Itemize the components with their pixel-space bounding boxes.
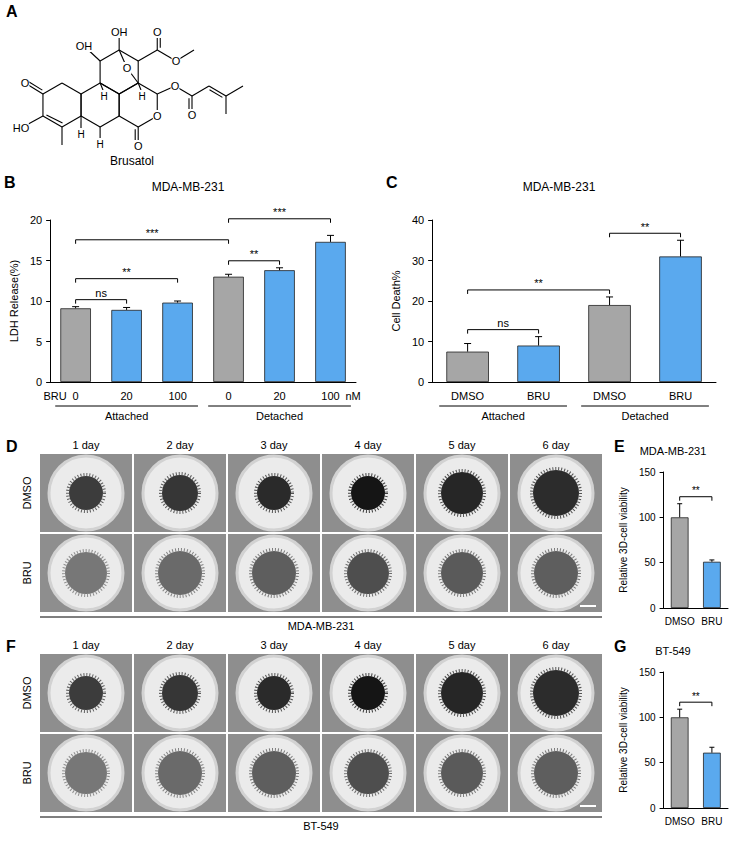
svg-text:BT-549: BT-549 <box>655 645 690 657</box>
svg-text:20: 20 <box>273 390 285 402</box>
svg-text:1 day: 1 day <box>73 439 100 451</box>
svg-text:H: H <box>77 129 84 140</box>
svg-text:O: O <box>171 80 180 92</box>
svg-text:50: 50 <box>644 757 656 768</box>
svg-text:Detached: Detached <box>256 410 303 422</box>
svg-text:100: 100 <box>639 712 656 723</box>
svg-text:1 day: 1 day <box>73 639 100 651</box>
svg-text:ns: ns <box>497 317 509 329</box>
svg-text:10: 10 <box>412 336 424 348</box>
svg-text:H: H <box>138 91 145 102</box>
svg-text:20: 20 <box>120 390 132 402</box>
svg-text:150: 150 <box>639 467 656 478</box>
svg-text:C: C <box>386 174 398 191</box>
svg-text:4 day: 4 day <box>355 639 382 651</box>
svg-text:BRU: BRU <box>21 761 33 784</box>
svg-text:**: ** <box>692 691 700 702</box>
svg-text:10: 10 <box>30 295 42 307</box>
svg-text:20: 20 <box>30 214 42 226</box>
svg-text:DMSO: DMSO <box>21 676 33 709</box>
svg-text:4 day: 4 day <box>355 439 382 451</box>
svg-text:3 day: 3 day <box>261 439 288 451</box>
svg-text:6 day: 6 day <box>543 639 570 651</box>
svg-text:BRU: BRU <box>669 390 692 402</box>
svg-text:ns: ns <box>95 287 107 299</box>
svg-text:LDH Release(%): LDH Release(%) <box>8 260 20 343</box>
svg-text:Brusatol: Brusatol <box>110 154 154 168</box>
svg-text:G: G <box>614 638 626 655</box>
svg-text:BRU: BRU <box>527 390 550 402</box>
svg-text:H: H <box>100 91 107 102</box>
svg-text:5 day: 5 day <box>449 439 476 451</box>
svg-text:0: 0 <box>73 390 79 402</box>
svg-text:DMSO: DMSO <box>451 390 484 402</box>
svg-text:BRU: BRU <box>701 616 722 627</box>
svg-text:O: O <box>134 140 143 152</box>
svg-text:100: 100 <box>639 512 656 523</box>
svg-text:100: 100 <box>168 390 186 402</box>
svg-text:40: 40 <box>412 214 424 226</box>
svg-text:O: O <box>153 26 162 38</box>
svg-text:30: 30 <box>412 255 424 267</box>
svg-text:**: ** <box>250 248 259 260</box>
svg-text:Cell Death%: Cell Death% <box>390 270 402 331</box>
svg-text:DMSO: DMSO <box>665 616 695 627</box>
svg-text:A: A <box>6 3 18 20</box>
svg-text:MDA-MB-231: MDA-MB-231 <box>152 180 225 194</box>
svg-text:MDA-MB-231: MDA-MB-231 <box>523 180 596 194</box>
svg-text:6 day: 6 day <box>543 439 570 451</box>
svg-text:O: O <box>21 77 30 89</box>
svg-text:O: O <box>153 110 162 122</box>
svg-text:MDA-MB-231: MDA-MB-231 <box>288 620 355 632</box>
svg-text:5: 5 <box>36 336 42 348</box>
svg-text:E: E <box>614 438 625 455</box>
svg-text:OH: OH <box>111 26 128 38</box>
svg-text:B: B <box>4 174 16 191</box>
svg-text:5 day: 5 day <box>449 639 476 651</box>
svg-text:15: 15 <box>30 255 42 267</box>
svg-text:HO: HO <box>13 122 30 134</box>
svg-text:BRU: BRU <box>43 390 66 402</box>
svg-text:2 day: 2 day <box>167 439 194 451</box>
svg-text:Relative 3D-cell viability: Relative 3D-cell viability <box>618 487 629 593</box>
svg-text:0: 0 <box>650 603 656 614</box>
svg-text:Attached: Attached <box>481 410 524 422</box>
svg-text:0: 0 <box>36 376 42 388</box>
svg-text:Detached: Detached <box>621 410 668 422</box>
svg-text:**: ** <box>534 277 543 289</box>
svg-text:100: 100 <box>321 390 339 402</box>
svg-text:0: 0 <box>418 376 424 388</box>
svg-text:D: D <box>6 438 18 455</box>
svg-text:BT-549: BT-549 <box>303 820 338 832</box>
svg-text:20: 20 <box>412 295 424 307</box>
svg-text:O: O <box>188 109 197 121</box>
svg-text:***: *** <box>273 206 287 218</box>
svg-text:Relative 3D-cell viability: Relative 3D-cell viability <box>618 687 629 793</box>
svg-text:H: H <box>96 139 103 150</box>
svg-text:BRU: BRU <box>701 816 722 827</box>
svg-text:50: 50 <box>644 557 656 568</box>
svg-text:0: 0 <box>650 803 656 814</box>
svg-text:Attached: Attached <box>105 410 148 422</box>
svg-text:nM: nM <box>345 390 360 402</box>
svg-text:***: *** <box>146 227 160 239</box>
svg-text:**: ** <box>641 221 650 233</box>
svg-text:O: O <box>172 55 181 67</box>
svg-text:BRU: BRU <box>21 561 33 584</box>
svg-text:O: O <box>123 62 132 74</box>
svg-text:3 day: 3 day <box>261 639 288 651</box>
svg-text:DMSO: DMSO <box>21 476 33 509</box>
svg-text:0: 0 <box>225 390 231 402</box>
svg-text:**: ** <box>692 485 700 496</box>
svg-text:**: ** <box>122 266 131 278</box>
svg-text:DMSO: DMSO <box>593 390 626 402</box>
svg-text:MDA-MB-231: MDA-MB-231 <box>640 445 707 457</box>
svg-text:2 day: 2 day <box>167 639 194 651</box>
svg-text:F: F <box>6 638 16 655</box>
svg-text:DMSO: DMSO <box>665 816 695 827</box>
svg-text:OH: OH <box>76 40 93 52</box>
svg-text:150: 150 <box>639 667 656 678</box>
